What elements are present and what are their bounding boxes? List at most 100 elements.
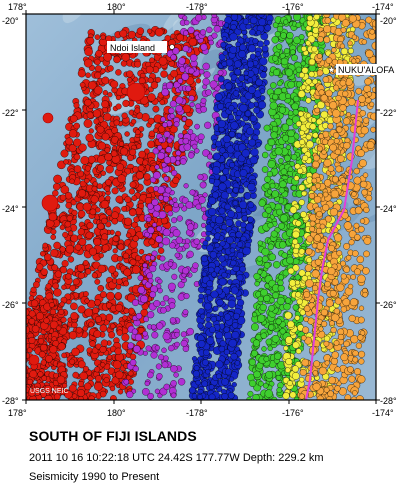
earthquake-dot [110,323,116,329]
earthquake-dot [272,55,279,62]
earthquake-dot [17,369,25,377]
earthquake-dot [347,283,354,290]
earthquake-dot [102,244,110,252]
earthquake-dot [311,242,318,249]
earthquake-dot [221,61,228,67]
earthquake-dot [238,50,247,59]
earthquake-dot [110,395,117,400]
earthquake-dot [239,103,248,113]
earthquake-dot [29,370,38,379]
earthquake-dot [219,147,226,154]
earthquake-dot [142,388,150,396]
earthquake-dot [147,77,154,84]
earthquake-dot [101,233,109,241]
earthquake-dot [51,264,58,271]
earthquake-dot [142,159,149,166]
earthquake-dot [285,144,291,150]
earthquake-dot [37,371,44,378]
earthquake-dot [172,229,181,237]
earthquake-dot [218,235,225,241]
earthquake-dot [80,156,90,165]
earthquake-dot [123,280,129,287]
earthquake-dot [222,168,230,175]
earthquake-dot [36,263,44,271]
earthquake-dot [104,185,111,192]
earthquake-dot [275,370,281,376]
earthquake-dot [195,78,202,84]
earthquake-dot [215,215,224,225]
earthquake-dot [128,188,135,195]
earthquake-dot [29,395,37,400]
earthquake-dot [163,131,171,138]
earthquake-dot [158,137,164,143]
earthquake-dot [40,250,46,257]
earthquake-dot [220,41,227,48]
earthquake-dot [228,339,237,348]
earthquake-dot [170,69,178,78]
earthquake-dot [311,45,318,53]
earthquake-dot [215,360,224,369]
earthquake-dot [255,51,261,57]
earthquake-dot [239,265,246,273]
earthquake-dot [113,119,120,126]
earthquake-dot [167,282,176,291]
earthquake-dot [82,365,89,372]
earthquake-dot [99,346,107,353]
earthquake-dot [265,370,274,379]
earthquake-dot [163,383,170,391]
earthquake-dot [148,238,156,246]
earthquake-dot [73,102,80,109]
earthquake-dot [150,324,157,330]
earthquake-dot [202,78,210,86]
earthquake-dot [160,116,166,123]
earthquake-dot [295,22,302,28]
earthquake-dot [147,311,155,319]
earthquake-dot [229,45,238,54]
earthquake-dot [151,198,159,206]
earthquake-dot [78,189,87,198]
earthquake-dot [77,69,86,78]
earthquake-dot [30,286,37,293]
earthquake-dot [197,322,204,329]
earthquake-dot [298,248,305,255]
earthquake-dot [68,230,74,236]
earthquake-dot [138,249,145,255]
earthquake-dot [274,31,281,38]
earthquake-dot [173,372,179,378]
earthquake-dot [278,222,285,230]
earthquake-dot [82,202,92,212]
earthquake-dot [84,178,90,184]
earthquake-dot [157,278,163,284]
earthquake-dot [105,209,113,216]
earthquake-dot [265,206,273,214]
earthquake-dot [279,241,287,249]
earthquake-dot [295,220,302,227]
earthquake-dot [268,253,276,261]
earthquake-dot [147,140,155,149]
earthquake-dot [353,198,360,205]
earthquake-dot [124,196,132,203]
earthquake-dot [259,65,265,71]
earthquake-dot [275,375,282,381]
earthquake-dot [275,318,282,325]
earthquake-dot [100,200,110,209]
earthquake-dot [285,367,291,373]
earthquake-dot [168,302,176,309]
earthquake-dot [276,43,283,50]
earthquake-dot [166,82,174,90]
earthquake-dot [241,215,248,222]
earthquake-dot [214,242,220,249]
earthquake-dot [259,303,267,311]
earthquake-dot [147,371,154,379]
earthquake-dot [89,208,97,216]
earthquake-dot [149,265,157,273]
earthquake-dot [68,129,78,138]
earthquake-dot [236,241,244,248]
earthquake-dot [84,98,92,107]
earthquake-dot [252,38,259,45]
earthquake-dot [83,58,93,68]
earthquake-dot [94,366,101,373]
earthquake-dot [205,369,211,375]
earthquake-dot [70,312,79,321]
earthquake-dot [209,251,218,259]
